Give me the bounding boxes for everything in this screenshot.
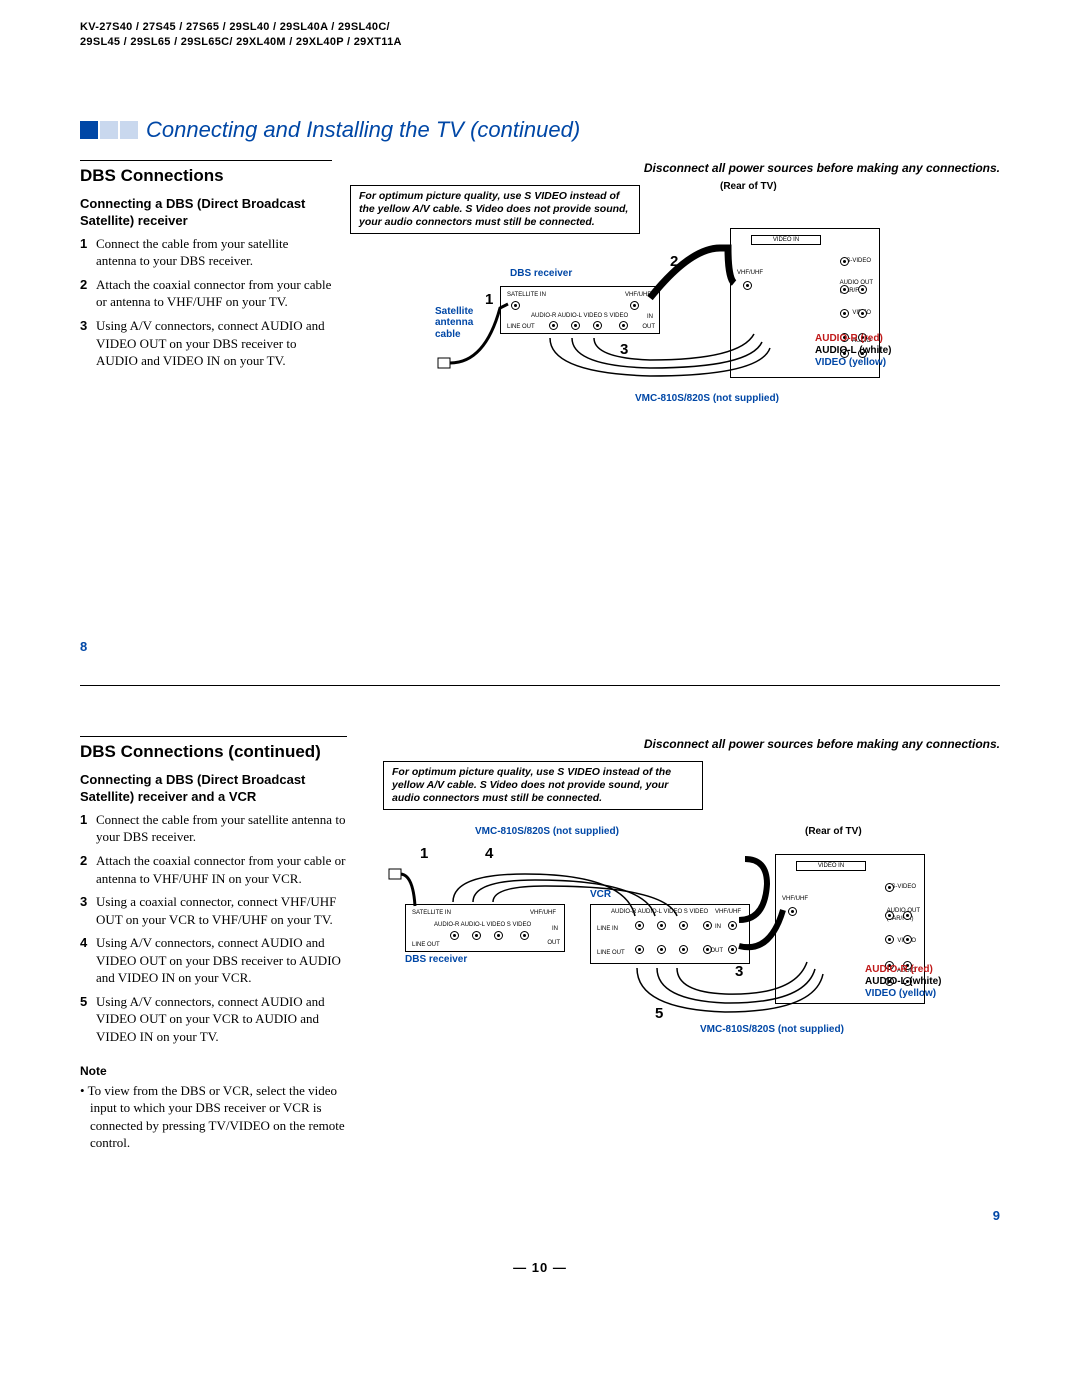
- page8-legend-audio-l: AUDIO-L (white): [815, 345, 891, 357]
- models-line-2: 29SL45 / 29SL65 / 29SL65C/ 29XL40M / 29X…: [80, 35, 1000, 50]
- page8-label-dbs: DBS receiver: [510, 268, 572, 280]
- page8-right-col: Disconnect all power sources before maki…: [350, 160, 1000, 458]
- page9-label-dbs: DBS receiver: [405, 954, 467, 966]
- page8-legend-video: VIDEO (yellow): [815, 357, 886, 369]
- section-title-text: Connecting and Installing the TV (contin…: [146, 115, 580, 145]
- page9-cables-svg: [365, 814, 945, 1064]
- page9-warning: Disconnect all power sources before maki…: [365, 736, 1000, 752]
- page8-legend-audio-r: AUDIO-R (red): [815, 333, 883, 345]
- page9-subheading: Connecting a DBS (Direct Broadcast Satel…: [80, 772, 347, 805]
- page9-label-vmc-top: VMC-810S/820S (not supplied): [475, 826, 619, 838]
- page8-step-2: Attach the coaxial connector from your c…: [80, 276, 332, 311]
- page9-step-5: Using A/V connectors, connect AUDIO and …: [80, 993, 347, 1046]
- section-title-row: Connecting and Installing the TV (contin…: [80, 115, 1000, 145]
- models-line-1: KV-27S40 / 27S45 / 27S65 / 29SL40 / 29SL…: [80, 20, 1000, 35]
- page9-number: 9: [80, 1207, 1000, 1225]
- page9-note-heading: Note: [80, 1063, 347, 1079]
- page8-number: 8: [80, 638, 1000, 656]
- page9-note-body: • To view from the DBS or VCR, select th…: [80, 1082, 347, 1152]
- page9-label-rear: (Rear of TV): [805, 826, 862, 838]
- footer-page-number: — 10 —: [80, 1259, 1000, 1277]
- page9-step-1: Connect the cable from your satellite an…: [80, 811, 347, 846]
- page8-left-col: DBS Connections Connecting a DBS (Direct…: [80, 160, 350, 458]
- page9-step-3: Using a coaxial connector, connect VHF/U…: [80, 893, 347, 928]
- page8-label-vmc: VMC-810S/820S (not supplied): [635, 393, 779, 405]
- page8-label-rear: (Rear of TV): [720, 181, 777, 193]
- page9-left-col: DBS Connections (continued) Connecting a…: [80, 736, 365, 1151]
- page9-label-vmc-bottom: VMC-810S/820S (not supplied): [700, 1024, 844, 1036]
- page8-label-sat: Satellite antenna cable: [435, 306, 490, 341]
- page9-diagram: 1 4 2 3 5 SATELLITE IN VHF/UHF AUDIO-R A…: [365, 814, 1000, 1064]
- page9-legend-audio-l: AUDIO-L (white): [865, 976, 941, 988]
- page8-warning: Disconnect all power sources before maki…: [350, 160, 1000, 176]
- page9-legend-video: VIDEO (yellow): [865, 988, 936, 1000]
- decor-box-light-1: [100, 121, 118, 139]
- decor-box-solid: [80, 121, 98, 139]
- page9-step-2: Attach the coaxial connector from your c…: [80, 852, 347, 887]
- page8-step-1: Connect the cable from your satellite an…: [80, 235, 332, 270]
- page8-steps: Connect the cable from your satellite an…: [80, 235, 332, 370]
- page8-tip-box: For optimum picture quality, use S VIDEO…: [350, 185, 640, 234]
- page8-step-3: Using A/V connectors, connect AUDIO and …: [80, 317, 332, 370]
- decor-box-light-2: [120, 121, 138, 139]
- page8-row: DBS Connections Connecting a DBS (Direct…: [80, 160, 1000, 458]
- page9-heading: DBS Connections (continued): [80, 736, 347, 764]
- page9-step-4: Using A/V connectors, connect AUDIO and …: [80, 934, 347, 987]
- page8-heading: DBS Connections: [80, 160, 332, 188]
- title-decor-boxes: [80, 121, 140, 139]
- page9-right-col: Disconnect all power sources before maki…: [365, 736, 1000, 1151]
- page8-diagram: 1 2 3 SATELLITE IN VHF/UHF AUDIO-R AUDIO…: [350, 238, 1000, 458]
- page9-tip-box: For optimum picture quality, use S VIDEO…: [383, 761, 703, 810]
- page9-row: DBS Connections (continued) Connecting a…: [80, 736, 1000, 1151]
- page8-cables-svg: [350, 238, 890, 458]
- page9-label-vcr: VCR: [590, 889, 611, 901]
- page8-subheading: Connecting a DBS (Direct Broadcast Satel…: [80, 196, 332, 229]
- page9-legend-audio-r: AUDIO-R (red): [865, 964, 933, 976]
- page9-steps: Connect the cable from your satellite an…: [80, 811, 347, 1046]
